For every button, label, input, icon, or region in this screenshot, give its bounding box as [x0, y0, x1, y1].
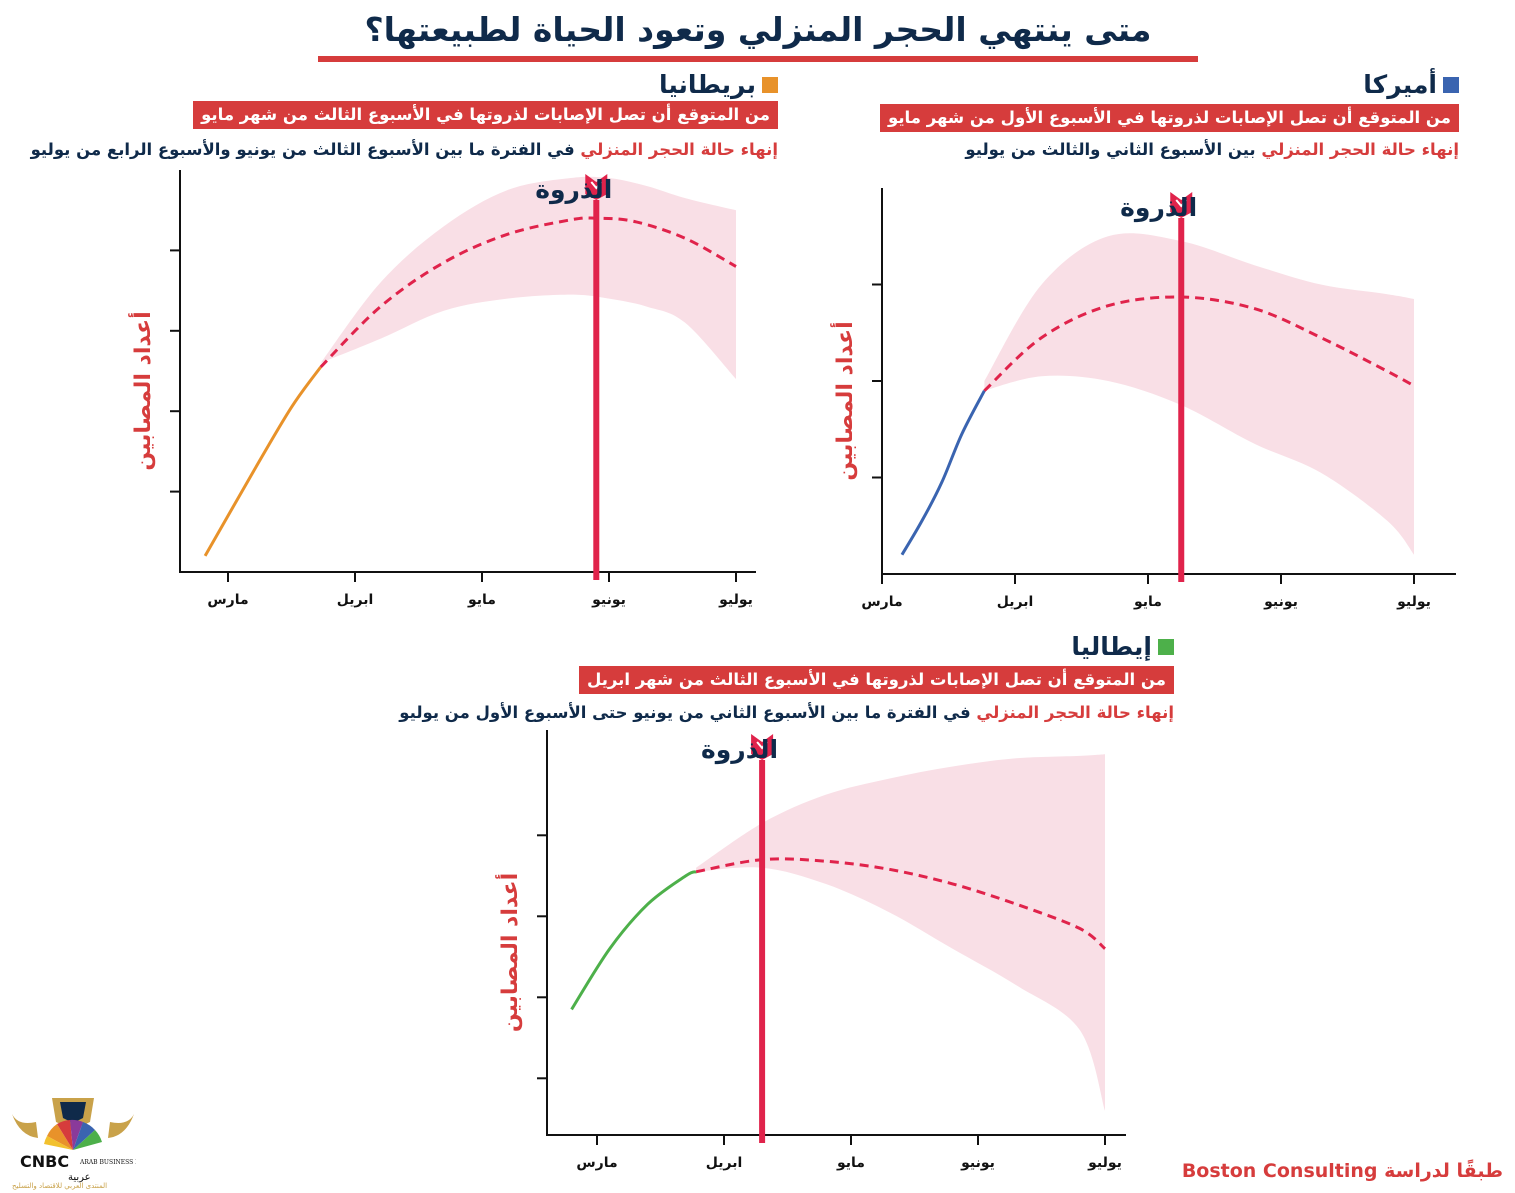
- svg-text:CNBC: CNBC: [20, 1152, 69, 1171]
- uk-series-solid: [203, 366, 322, 557]
- source-note: طبقًا لدراسة Boston Consulting: [1181, 1160, 1503, 1182]
- usa-y-axis-label: أعداد المصابين: [829, 321, 858, 480]
- uk-peak-label: الذروة: [535, 175, 612, 205]
- usa-series-solid: [900, 389, 986, 556]
- italy-country-heading: إيطاليا: [1071, 632, 1174, 661]
- usa-x-tick-label: يونيو: [1263, 594, 1298, 610]
- italy-end-highlight: إنهاء حالة الحجر المنزلي: [976, 703, 1174, 722]
- italy-y-axis-label: أعداد المصابين: [494, 873, 523, 1032]
- svg-text:عربية: عربية: [68, 1172, 91, 1183]
- italy-end-line: إنهاء حالة الحجر المنزلي في الفترة ما بي…: [399, 702, 1174, 724]
- italy-end-rest: في الفترة ما بين الأسبوع الثاني من يونيو…: [399, 703, 977, 722]
- usa-end-line: إنهاء حالة الحجر المنزلي بين الأسبوع الث…: [965, 139, 1459, 161]
- italy-peak-banner: من المتوقع أن تصل الإصابات لذروتها في ال…: [578, 666, 1174, 694]
- uk-square-icon: [762, 76, 778, 93]
- cnbc-arabia-logo: CNBC عربية ARAB BUSINESS FORUM المنتدى ا…: [12, 1098, 136, 1190]
- italy-peak-marker-notch: [756, 741, 768, 750]
- uk-peak-marker-notch: [590, 181, 603, 190]
- uk-end-rest: في الفترة ما بين الأسبوع الثالث من يونيو…: [30, 140, 581, 159]
- usa-country-heading: أميركا: [1363, 70, 1459, 99]
- italy-confidence-band: [696, 754, 1105, 1111]
- usa-x-tick-label: ابريل: [997, 594, 1034, 610]
- uk-country-name: بريطانيا: [658, 70, 756, 99]
- usa-end-highlight: إنهاء حالة الحجر المنزلي: [1261, 140, 1459, 159]
- italy-series-dashed: [695, 857, 1106, 950]
- uk-country-heading: بريطانيا: [659, 70, 778, 99]
- italy-x-tick-label: مايو: [836, 1155, 865, 1171]
- usa-country-name: أميركا: [1363, 70, 1437, 99]
- uk-confidence-band: [320, 176, 736, 379]
- uk-chart: مارس ابريل مايو يونيو يوليو الذروة أعداد المصا…: [127, 170, 756, 608]
- svg-text:ARAB BUSINESS FORUM: ARAB BUSINESS FORUM: [79, 1159, 136, 1166]
- italy-x-tick-label: يوليو: [1087, 1155, 1122, 1171]
- uk-end-highlight: إنهاء حالة الحجر المنزلي: [580, 140, 778, 159]
- title-block: متى ينتهي الحجر المنزلي وتعود الحياة لطب…: [318, 8, 1198, 64]
- italy-square-icon: [1158, 638, 1174, 655]
- usa-peak-label: الذروة: [1120, 193, 1197, 223]
- italy-country-name: إيطاليا: [1071, 632, 1152, 661]
- italy-peak-label: الذروة: [701, 735, 778, 765]
- uk-x-tick-label: مارس: [207, 592, 248, 608]
- usa-peak-banner: من المتوقع أن تصل الإصابات لذروتها في ال…: [880, 104, 1459, 132]
- uk-end-line: إنهاء حالة الحجر المنزلي في الفترة ما بي…: [31, 139, 778, 161]
- italy-x-tick-label: مارس: [576, 1155, 617, 1171]
- italy-axes: [546, 730, 1126, 1136]
- uk-x-tick-label: يونيو: [591, 592, 626, 608]
- uk-series-dashed: [319, 216, 737, 369]
- page-title: متى ينتهي الحجر المنزلي وتعود الحياة لطب…: [364, 10, 1152, 49]
- title-underline: [318, 56, 1198, 62]
- usa-peak-marker-notch: [1175, 199, 1188, 208]
- italy-x-tick-label: ابريل: [706, 1155, 743, 1171]
- italy-chart: مارس ابريل مايو يونيو يوليو الذروة أعداد المصا…: [494, 730, 1126, 1171]
- uk-y-axis-label: أعداد المصابين: [127, 311, 156, 470]
- usa-end-rest: بين الأسبوع الثاني والثالث من يوليو: [965, 140, 1262, 159]
- usa-confidence-band: [984, 233, 1414, 555]
- uk-peak-banner: من المتوقع أن تصل الإصابات لذروتها في ال…: [193, 101, 778, 129]
- usa-x-tick-label: مايو: [1133, 594, 1162, 610]
- uk-x-tick-label: يوليو: [718, 592, 753, 608]
- usa-x-tick-label: يوليو: [1396, 594, 1431, 610]
- usa-series-dashed: [983, 295, 1415, 392]
- usa-x-tick-label: مارس: [861, 594, 902, 610]
- usa-chart: مارس ابريل مايو يونيو يوليو الذروة أعداد المصا…: [829, 188, 1456, 610]
- italy-series-solid: [570, 870, 697, 1011]
- uk-axes: [179, 170, 756, 573]
- usa-square-icon: [1443, 76, 1459, 93]
- svg-text:المنتدى العربي للاقتصاد والتسل: المنتدى العربي للاقتصاد والتسليح: [12, 1182, 107, 1190]
- uk-x-tick-label: ابريل: [337, 592, 374, 608]
- uk-x-tick-label: مايو: [467, 592, 496, 608]
- italy-x-tick-label: يونيو: [960, 1155, 995, 1171]
